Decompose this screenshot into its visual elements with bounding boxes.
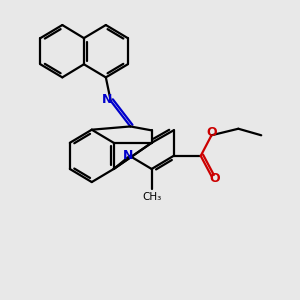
Text: O: O xyxy=(207,126,218,139)
Text: N: N xyxy=(123,149,134,162)
Text: O: O xyxy=(210,172,220,185)
Text: CH₃: CH₃ xyxy=(142,192,162,203)
Text: N: N xyxy=(102,93,112,106)
